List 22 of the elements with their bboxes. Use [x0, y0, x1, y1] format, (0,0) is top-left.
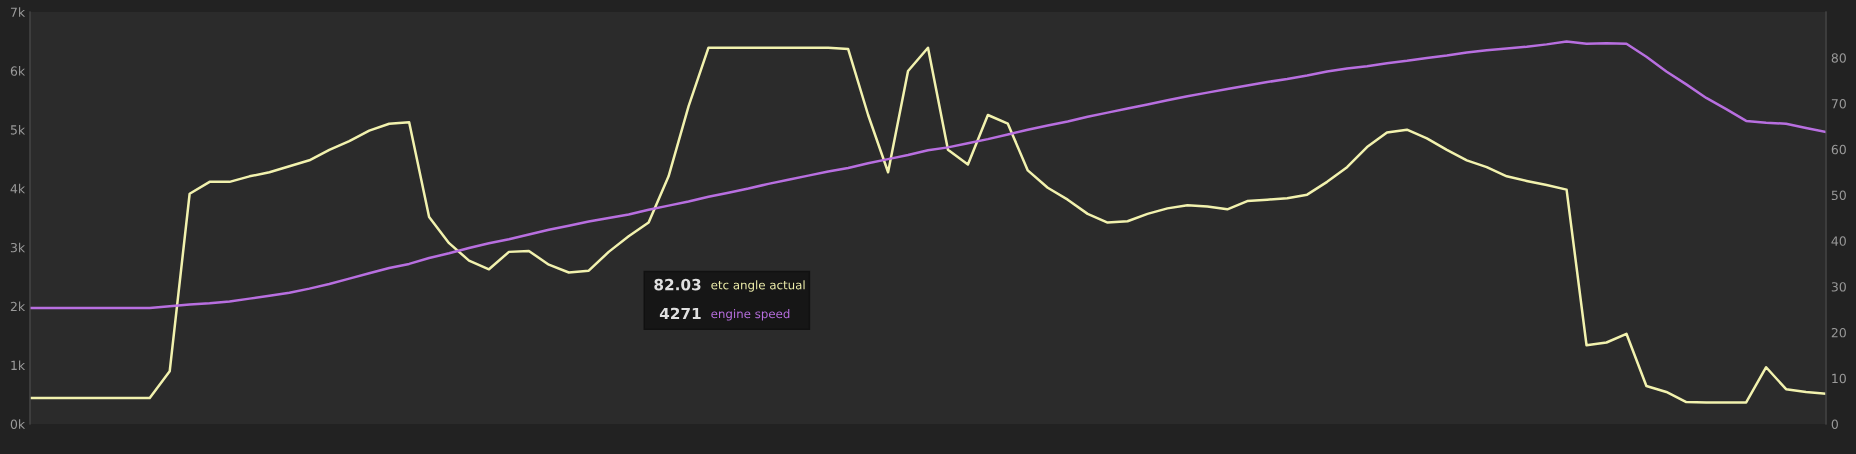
annotation: 82.03	[654, 278, 701, 291]
line-series	[30, 46, 1826, 404]
y2-tick-label: 60	[1831, 144, 1846, 155]
y2-tick-label: 70	[1831, 99, 1846, 109]
y2-tick-label: 30	[1831, 282, 1846, 292]
y-tick-label: 7k	[10, 7, 26, 17]
y2-tick-label: 40	[1831, 236, 1846, 246]
y-tick-label: 6k	[10, 66, 26, 76]
y2-tick-label: 50	[1831, 190, 1846, 201]
y-tick-label: 3k	[10, 242, 26, 253]
y-tick-label: 1k	[11, 360, 26, 370]
y2-tick-label: 0	[1831, 419, 1838, 429]
y-tick-label: 0k	[10, 419, 26, 429]
y2-tick-label: 10	[1832, 373, 1846, 384]
text: engine speed	[711, 309, 790, 321]
y-tick-label: 2k	[10, 301, 26, 312]
annotation: 4271	[659, 307, 701, 320]
y2-tick-label: 80	[1831, 53, 1846, 63]
y-tick-label: 4k	[10, 183, 26, 194]
y-tick-label: 5k	[10, 124, 26, 135]
y2-tick-label: 20	[1831, 327, 1846, 338]
text: etc angle actual	[711, 280, 805, 292]
